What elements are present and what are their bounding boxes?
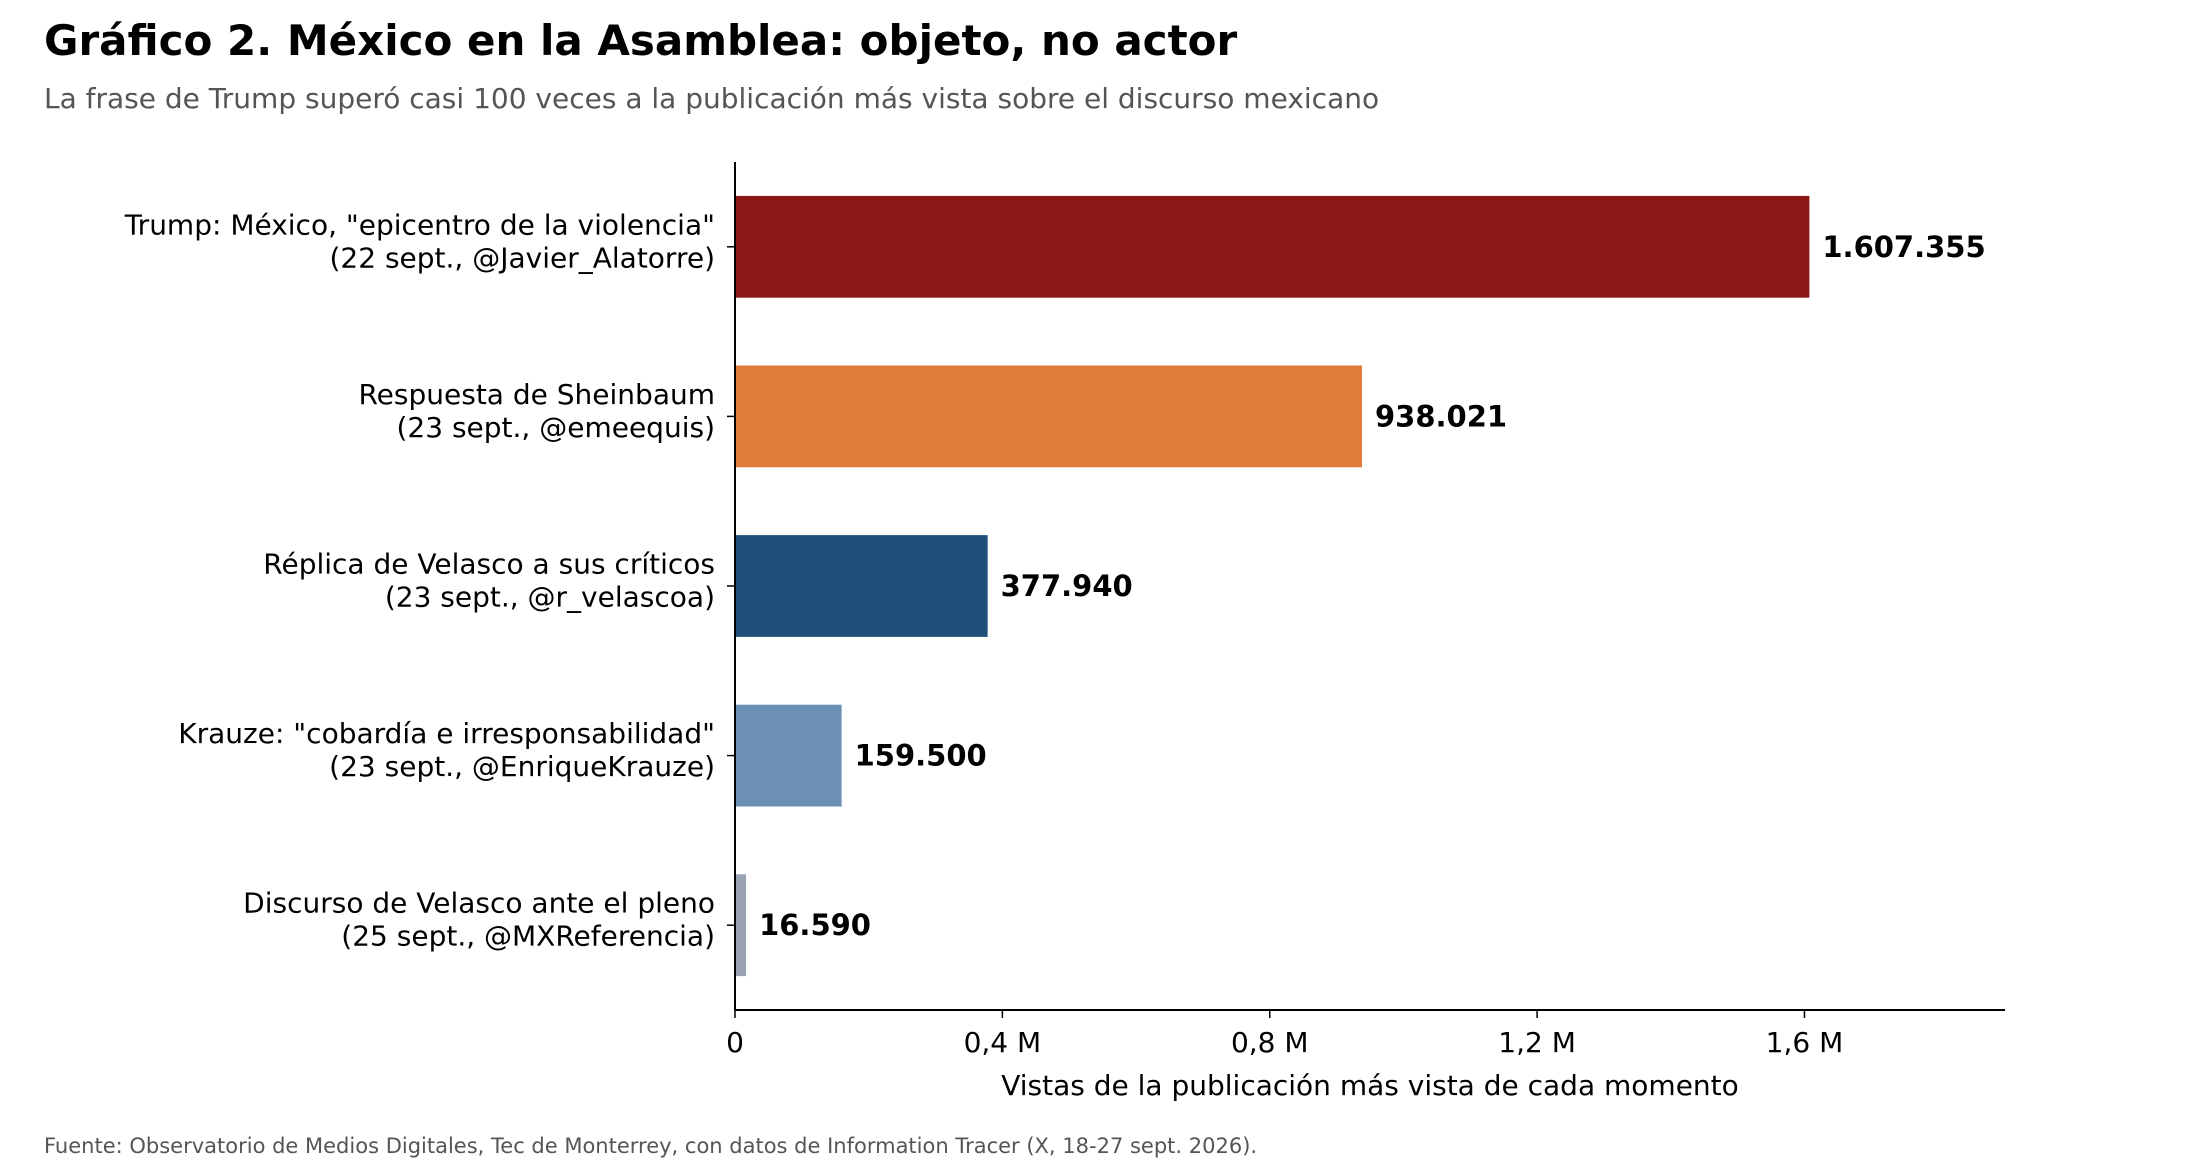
category-label: Krauze: "cobardía e irresponsabilidad": [178, 717, 715, 750]
category-label: (25 sept., @MXReferencia): [341, 920, 715, 953]
category-label: (22 sept., @Javier_Alatorre): [330, 241, 716, 274]
chart-subtitle: La frase de Trump superó casi 100 veces …: [44, 82, 1380, 115]
chart-title: Gráfico 2. México en la Asamblea: objeto…: [44, 16, 1238, 65]
value-label: 938.021: [1375, 399, 1507, 433]
bar: [735, 874, 747, 977]
value-label: 16.590: [759, 908, 871, 942]
x-tick-label: 0,8 M: [1231, 1026, 1309, 1059]
value-label: 377.940: [1001, 569, 1133, 603]
value-labels-group: 1.607.355 938.021 377.940 159.500 16.590: [759, 230, 1986, 942]
source-note: Fuente: Observatorio de Medios Digitales…: [44, 1134, 1258, 1158]
category-label: Respuesta de Sheinbaum: [358, 378, 715, 411]
bar: [735, 195, 1810, 298]
category-label: (23 sept., @emeequis): [397, 411, 716, 444]
x-tick-label: 0,4 M: [964, 1026, 1042, 1059]
bar-chart: 1.607.355 938.021 377.940 159.500 16.590 Tru…: [124, 162, 2005, 1102]
category-label: Trump: México, "epicentro de la violenci…: [124, 208, 715, 241]
x-axis-title: Vistas de la publicación más vista de ca…: [1001, 1069, 1739, 1102]
category-label: (23 sept., @r_velascoa): [385, 581, 715, 614]
value-label: 159.500: [855, 739, 987, 773]
category-label: (23 sept., @EnriqueKrauze): [329, 750, 715, 783]
value-label: 1.607.355: [1822, 230, 1985, 264]
y-axis: Trump: México, "epicentro de la violenci…: [124, 162, 736, 1010]
bar: [735, 704, 842, 807]
bars-group: [735, 195, 1810, 977]
category-label: Discurso de Velasco ante el pleno: [243, 887, 715, 920]
x-tick-label: 0: [726, 1026, 744, 1059]
bar: [735, 365, 1362, 468]
x-axis: 0 0,4 M 0,8 M 1,2 M 1,6 M: [726, 1009, 2005, 1059]
x-tick-label: 1,2 M: [1498, 1026, 1576, 1059]
bar: [735, 535, 988, 637]
category-label: Réplica de Velasco a sus críticos: [263, 548, 715, 581]
x-tick-label: 1,6 M: [1766, 1026, 1844, 1059]
